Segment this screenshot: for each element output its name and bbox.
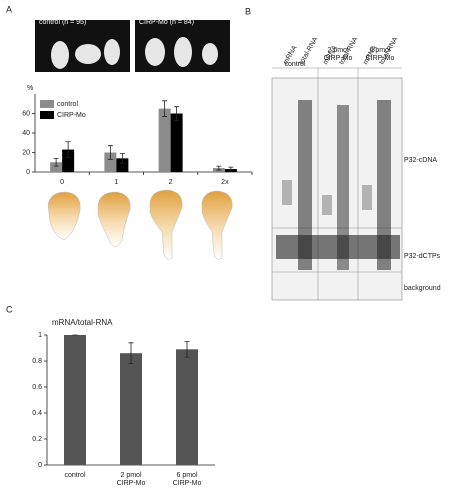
legend-label: control <box>57 101 78 108</box>
photo-content <box>51 37 218 69</box>
bar <box>176 349 198 465</box>
bar <box>116 158 129 172</box>
bar <box>64 335 86 465</box>
error-bar <box>162 100 168 117</box>
y-tick-label: 40 <box>22 130 30 137</box>
error-bar <box>174 106 180 121</box>
y-tick-label: 0.8 <box>32 358 42 365</box>
y-tick-label: 20 <box>22 149 30 156</box>
error-bar <box>53 157 59 167</box>
error-bar <box>65 141 71 158</box>
error-bar <box>228 166 234 172</box>
error-bar <box>216 165 222 171</box>
bar <box>120 353 142 465</box>
y-axis-label: % <box>27 85 33 92</box>
row-label: P32-dCTPs <box>404 253 441 260</box>
blot-signal <box>276 100 400 270</box>
panel-label: C <box>6 304 13 314</box>
y-tick-label: 0.2 <box>32 436 42 443</box>
x-tick-label: 2 pmol CIRP-Mo <box>117 472 146 487</box>
y-tick-label: 0 <box>26 169 30 176</box>
photo-caption: CIRP-Mo (n = 84) <box>139 19 194 26</box>
chart-title: mRNA/total-RNA <box>52 318 113 327</box>
group-label: 6 pmol CIRP-Mo <box>366 47 395 62</box>
x-tick-label: 2 <box>169 179 173 186</box>
row-label: P32-cDNA <box>404 157 437 164</box>
bar <box>158 108 171 172</box>
panel-label: A <box>6 4 12 14</box>
y-tick-label: 1 <box>38 332 42 339</box>
error-bar <box>119 153 125 164</box>
x-tick-label: 6 pmol CIRP-Mo <box>173 472 202 487</box>
y-tick-label: 60 <box>22 110 30 117</box>
x-tick-label: 1 <box>114 179 118 186</box>
photo-caption: control (n = 95) <box>39 19 86 26</box>
y-tick-label: 0 <box>38 462 42 469</box>
group-label: 2 pmol CIRP-Mo <box>324 47 353 62</box>
legend-swatch <box>40 111 54 119</box>
embryo-drawing <box>47 189 233 260</box>
bar <box>170 113 183 172</box>
legend-swatch <box>40 100 54 108</box>
error-bar <box>184 341 190 358</box>
x-tick-label: 0 <box>60 179 64 186</box>
panel-label: B <box>245 6 251 16</box>
bar <box>104 152 117 172</box>
error-bar <box>128 342 134 364</box>
y-tick-label: 0.4 <box>32 410 42 417</box>
error-bar <box>107 145 113 160</box>
row-label: background <box>404 285 441 292</box>
bar <box>50 162 63 172</box>
bar <box>62 149 75 172</box>
x-tick-label: 2x <box>221 179 229 186</box>
y-tick-label: 0.6 <box>32 384 42 391</box>
legend-label: CIRP-Mo <box>57 112 86 119</box>
x-tick-label: control <box>64 472 85 479</box>
group-label: control <box>284 61 305 68</box>
